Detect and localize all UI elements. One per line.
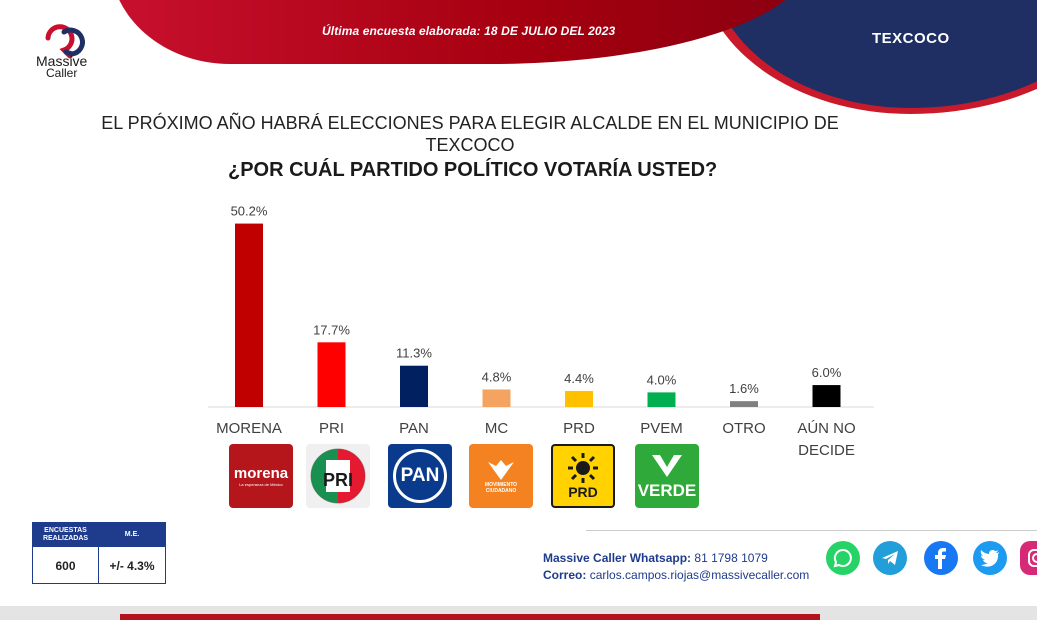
data-label-3: 4.8%	[482, 369, 512, 384]
category-label-1: PRI	[319, 420, 344, 437]
data-label-1: 17.7%	[313, 322, 350, 337]
verde-toucan-icon	[652, 455, 682, 477]
contact-block: Massive Caller Whatsapp: 81 1798 1079 Co…	[543, 550, 809, 584]
whatsapp-number[interactable]: 81 1798 1079	[694, 551, 768, 565]
pan-logo-text: PAN	[393, 449, 447, 503]
email-address[interactable]: carlos.campos.riojas@massivecaller.com	[589, 568, 810, 582]
email-label: Correo:	[543, 568, 587, 582]
stats-header-me: M.E.	[124, 531, 140, 538]
category-label-5: PVEM	[640, 420, 683, 437]
bar-0	[235, 223, 263, 407]
verde-logo-text: VERDE	[637, 481, 697, 500]
data-label-5: 4.0%	[647, 372, 677, 387]
category-label-0: MORENA	[216, 420, 282, 437]
stats-header-row: ENCUESTAS REALIZADAS M.E.	[33, 523, 165, 547]
verde-logo: VERDE	[635, 444, 699, 508]
logo-line1: Massive	[36, 53, 88, 69]
stats-value-row: 600 +/- 4.3%	[33, 547, 165, 584]
email-line: Correo: carlos.campos.riojas@massivecall…	[543, 567, 809, 584]
data-label-2: 11.3%	[396, 346, 432, 361]
category-label-7-1: DECIDE	[798, 442, 855, 459]
mc-eagle-icon	[488, 460, 514, 480]
chart-subtitle: ¿POR CUÁL PARTIDO POLÍTICO VOTARÍA USTED…	[228, 159, 718, 181]
category-label-6: OTRO	[722, 420, 765, 437]
bar-6	[730, 401, 758, 407]
question: EL PRÓXIMO AÑO HABRÁ ELECCIONES PARA ELE…	[101, 113, 839, 155]
survey-date: Última encuesta elaborada: 18 DE JULIO D…	[322, 24, 616, 38]
category-label-2: PAN	[399, 420, 429, 437]
whatsapp-icon[interactable]	[826, 541, 860, 575]
instagram-icon[interactable]	[1020, 541, 1037, 575]
data-label-0: 50.2%	[231, 204, 268, 219]
data-label-7: 6.0%	[812, 365, 842, 380]
logo-line2: Caller	[46, 66, 78, 80]
stats-value-me: +/- 4.3%	[109, 558, 155, 573]
morena-logo: morena La esperanza de México	[229, 444, 293, 508]
morena-logo-sub: La esperanza de México	[239, 482, 283, 487]
massive-caller-logo-icon	[45, 24, 85, 59]
footer-red-strip	[120, 614, 820, 620]
prd-sun-icon	[568, 453, 598, 483]
data-label-4: 4.4%	[564, 371, 594, 386]
mc-logo: MOVIMIENTO CIUDADANO	[469, 444, 533, 508]
contact-divider	[586, 530, 1037, 531]
pri-logo-text: PRI	[323, 470, 353, 490]
twitter-icon[interactable]	[973, 541, 1007, 575]
category-label-4: PRD	[563, 420, 595, 437]
prd-logo-text: PRD	[568, 484, 598, 500]
bar-5	[647, 392, 676, 407]
prd-logo: PRD	[551, 444, 615, 508]
bar-chart: 50.2% MORENA 17.7% PRI 11.3% PAN 4.8% MC 4.4% PRD…	[208, 204, 874, 459]
bar-7	[812, 385, 841, 407]
mc-logo-text: MOVIMIENTO CIUDADANO	[484, 482, 518, 494]
data-label-6: 1.6%	[729, 381, 759, 396]
pri-logo: PRI	[306, 444, 370, 508]
whatsapp-line: Massive Caller Whatsapp: 81 1798 1079	[543, 550, 809, 567]
category-label-3: MC	[485, 420, 508, 437]
bar-4	[565, 390, 593, 407]
pri-logo-icon: PRI	[310, 448, 366, 504]
morena-logo-text: morena	[233, 465, 289, 482]
bar-3	[482, 389, 511, 407]
bar-1	[317, 342, 346, 407]
whatsapp-label: Massive Caller Whatsapp:	[543, 551, 692, 565]
pan-logo: PAN	[388, 444, 452, 508]
bar-2	[400, 365, 428, 407]
region-label: TEXCOCO	[872, 30, 950, 47]
stats-value-encuestas: 600	[33, 547, 99, 584]
survey-stats-table: ENCUESTAS REALIZADAS M.E. 600 +/- 4.3%	[32, 522, 166, 584]
category-label-7-0: AÚN NO	[797, 420, 855, 437]
facebook-icon[interactable]	[924, 541, 958, 575]
stats-header-encuestas: ENCUESTAS REALIZADAS	[33, 523, 99, 547]
telegram-icon[interactable]	[873, 541, 907, 575]
